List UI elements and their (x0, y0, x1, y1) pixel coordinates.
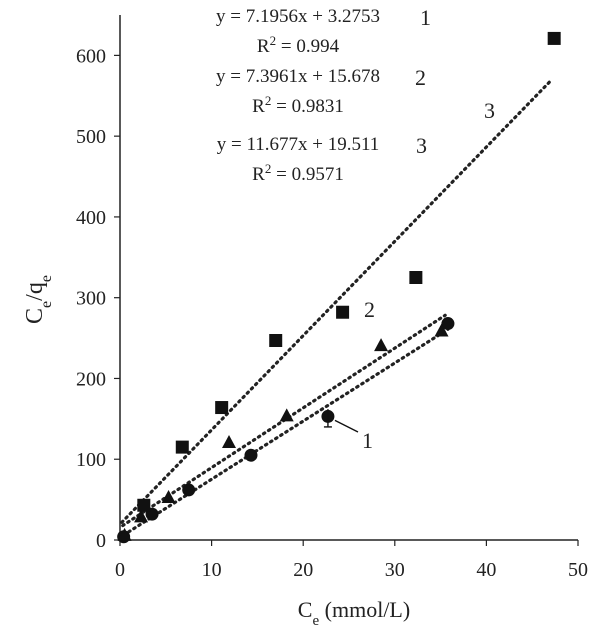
square-point (269, 334, 283, 347)
equation-2: y = 7.3961x + 15.678 (216, 66, 380, 87)
y-tick-label: 300 (76, 288, 106, 310)
x-axis-title: Ce (mmol/L) (298, 597, 410, 629)
equation-number-3: 3 (416, 133, 427, 158)
square-point (175, 440, 189, 454)
circle-point (182, 483, 196, 497)
x-tick-label: 10 (202, 559, 222, 581)
r-squared-2: R2 = 0.9831 (252, 93, 344, 118)
series-label-3: 3 (484, 98, 495, 123)
triangle-point (134, 509, 149, 523)
series-label-1-leader (334, 419, 359, 433)
triangle-point (161, 489, 176, 503)
triangle-point (374, 338, 389, 352)
y-tick-label: 500 (76, 126, 106, 148)
y-tick-label: 100 (76, 449, 106, 471)
axes: 0 100 200 300 400 500 600 0 10 20 30 40 50 Ce (mmol/L… (22, 15, 588, 629)
trendline-series-3 (120, 79, 553, 524)
data-markers (117, 31, 561, 544)
triangle-point (222, 435, 237, 449)
equation-number-2: 2 (415, 65, 426, 90)
trendline-series-1 (122, 327, 450, 537)
x-tick-label: 50 (568, 559, 588, 581)
square-point (336, 305, 350, 319)
square-point (547, 31, 561, 45)
x-tick-label: 20 (293, 559, 313, 581)
y-tick-label: 400 (76, 207, 106, 229)
circle-point (441, 317, 455, 331)
series-label-1: 1 (362, 428, 373, 453)
x-tick-label: 0 (115, 559, 125, 581)
y-axis-title: Ce/qe (22, 275, 55, 324)
triangle-point (434, 323, 449, 337)
circle-point (244, 448, 258, 462)
y-tick-label: 600 (76, 45, 106, 67)
y-tick-label: 200 (76, 368, 106, 390)
x-tick-label: 40 (476, 559, 496, 581)
x-tick-label: 30 (385, 559, 405, 581)
equation-3: y = 11.677x + 19.511 (217, 134, 380, 155)
equation-1: y = 7.1956x + 3.2753 (216, 6, 380, 27)
square-point (215, 401, 229, 415)
equation-number-1: 1 (420, 5, 431, 30)
annotations: y = 7.1956x + 3.2753 R2 = 0.994 1 y = 7.396… (216, 5, 495, 453)
y-tick-label: 0 (96, 530, 106, 552)
triangle-point (117, 527, 132, 541)
square-point (137, 498, 151, 512)
r-squared-1: R2 = 0.994 (257, 33, 340, 58)
r-squared-3: R2 = 0.9571 (252, 161, 344, 186)
square-point (409, 271, 423, 284)
triangle-point (279, 408, 294, 422)
series-label-2: 2 (364, 297, 375, 322)
